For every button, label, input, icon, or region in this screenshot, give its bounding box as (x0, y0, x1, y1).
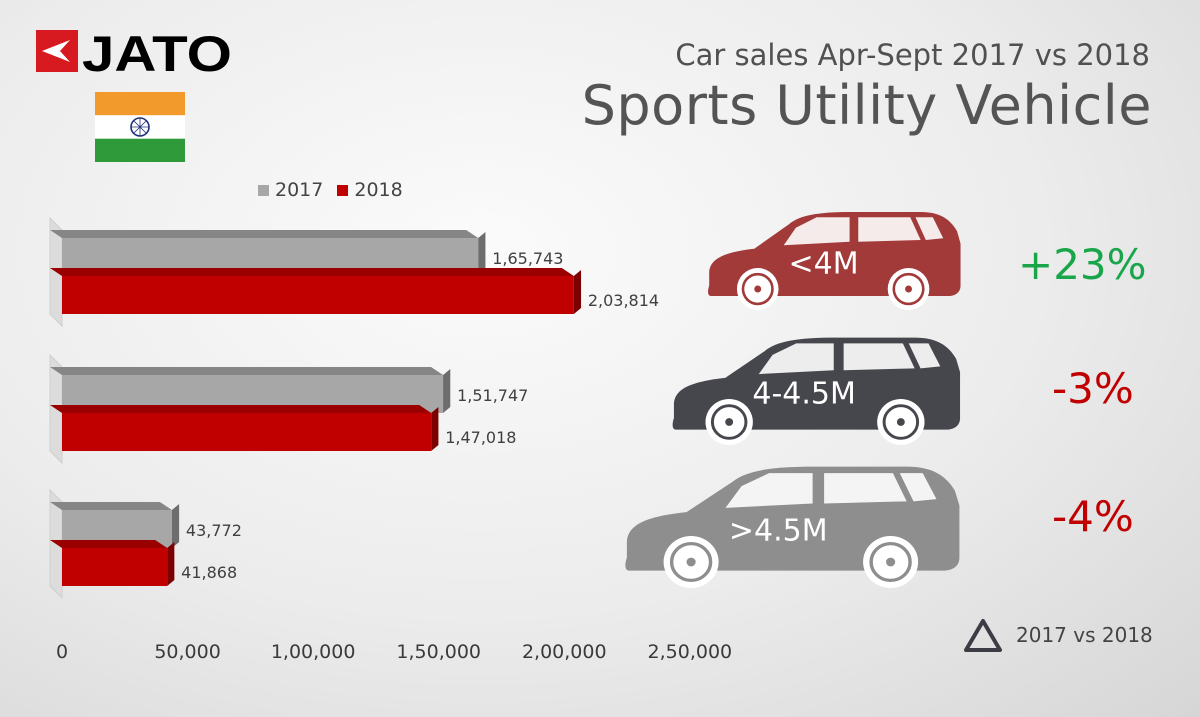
car-large-suv-group: >4.5M (620, 458, 964, 588)
chart-legend: 2017 2018 (258, 179, 403, 201)
bar-2018-0 (62, 276, 574, 314)
chart-subtitle: Car sales Apr-Sept 2017 vs 2018 (675, 38, 1150, 72)
car-mid-suv-icon (672, 337, 961, 445)
bar-2018-2 (62, 548, 168, 586)
bar-top-2017-2 (50, 502, 172, 510)
car-label-large-suv: >4.5M (728, 513, 828, 549)
chart-title: Sports Utility Vehicle (581, 74, 1152, 137)
bar-top-2017-0 (50, 230, 479, 238)
delta-legend-label: 2017 vs 2018 (1016, 623, 1153, 647)
india-flag-icon (95, 92, 185, 162)
pct-change-large-suv: -4% (1052, 492, 1134, 541)
car-label-mid-suv: 4-4.5M (752, 376, 856, 412)
legend-swatch-2017 (258, 184, 269, 196)
car-small-suv-group: <4M (704, 205, 964, 310)
x-tick-label-5: 2,50,000 (648, 641, 733, 663)
jato-wordmark: JATO (82, 28, 232, 76)
data-label-2018-2: 41,868 (181, 563, 237, 582)
legend-item-2018: 2018 (337, 179, 403, 201)
x-tick-label-2: 1,00,000 (271, 641, 356, 663)
legend-label-2017: 2017 (275, 179, 324, 201)
delta-triangle-icon (964, 619, 1002, 652)
bar-top-2018-1 (50, 405, 432, 413)
pct-change-small-suv: +23% (1018, 240, 1147, 289)
bar-top-2017-1 (50, 367, 444, 375)
bar-top-2018-0 (50, 268, 574, 276)
data-label-2017-1: 1,51,747 (457, 386, 528, 405)
legend-swatch-2018 (337, 184, 349, 196)
car-small-suv-icon (708, 212, 961, 310)
car-mid-suv-group: 4-4.5M (668, 330, 964, 445)
data-label-2017-0: 1,65,743 (492, 249, 563, 268)
bar-side-2018-2 (167, 542, 175, 586)
bar-side-2017-1 (443, 369, 451, 413)
legend-label-2018: 2018 (354, 179, 403, 201)
bar-side-2017-0 (478, 232, 486, 276)
legend-item-2017: 2017 (258, 179, 323, 201)
x-tick-label-3: 1,50,000 (396, 641, 481, 663)
car-label-small-suv: <4M (788, 246, 859, 282)
data-label-2018-0: 2,03,814 (588, 291, 659, 310)
bar-side-2018-1 (431, 407, 439, 451)
data-label-2018-1: 1,47,018 (445, 428, 516, 447)
bar-top-2018-2 (50, 540, 168, 548)
delta-legend: 2017 vs 2018 (962, 617, 1153, 653)
bar-2018-1 (62, 413, 432, 451)
x-tick-label-1: 50,000 (154, 641, 220, 663)
data-label-2017-2: 43,772 (186, 521, 242, 540)
pct-change-mid-suv: -3% (1052, 364, 1134, 413)
x-tick-label-4: 2,00,000 (522, 641, 607, 663)
bar-side-2017-2 (171, 504, 180, 548)
bar-side-2018-0 (573, 270, 582, 314)
car-large-suv-icon (625, 466, 960, 588)
x-tick-label-0: 0 (56, 641, 68, 663)
jato-logo: JATO (36, 28, 232, 76)
